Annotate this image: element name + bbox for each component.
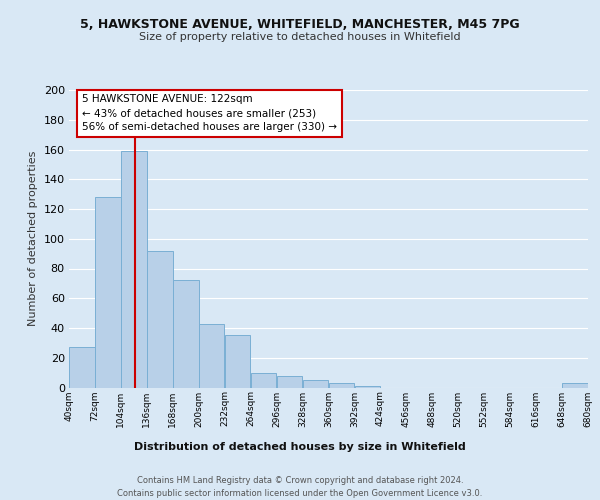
Bar <box>69 348 95 388</box>
Text: 5, HAWKSTONE AVENUE, WHITEFIELD, MANCHESTER, M45 7PG: 5, HAWKSTONE AVENUE, WHITEFIELD, MANCHES… <box>80 18 520 30</box>
Text: Contains public sector information licensed under the Open Government Licence v3: Contains public sector information licen… <box>118 489 482 498</box>
Bar <box>95 197 121 388</box>
Y-axis label: Number of detached properties: Number of detached properties <box>28 151 38 326</box>
Text: Size of property relative to detached houses in Whitefield: Size of property relative to detached ho… <box>139 32 461 42</box>
Bar <box>173 280 199 388</box>
Bar <box>225 336 250 388</box>
Text: Distribution of detached houses by size in Whitefield: Distribution of detached houses by size … <box>134 442 466 452</box>
Text: 5 HAWKSTONE AVENUE: 122sqm
← 43% of detached houses are smaller (253)
56% of sem: 5 HAWKSTONE AVENUE: 122sqm ← 43% of deta… <box>82 94 337 132</box>
Bar <box>251 372 277 388</box>
Bar <box>329 383 354 388</box>
Bar <box>277 376 302 388</box>
Bar <box>147 250 173 388</box>
Bar <box>121 151 146 388</box>
Bar <box>303 380 328 388</box>
Bar <box>562 383 588 388</box>
Bar <box>355 386 380 388</box>
Text: Contains HM Land Registry data © Crown copyright and database right 2024.: Contains HM Land Registry data © Crown c… <box>137 476 463 485</box>
Bar <box>199 324 224 388</box>
